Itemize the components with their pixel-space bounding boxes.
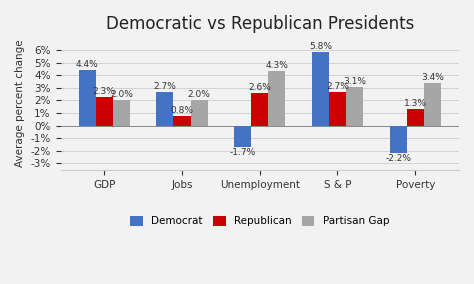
- Text: 2.7%: 2.7%: [154, 82, 176, 91]
- Bar: [251, 93, 268, 126]
- Bar: [346, 87, 363, 126]
- Bar: [407, 109, 424, 126]
- Text: -2.2%: -2.2%: [385, 154, 411, 163]
- Text: 3.1%: 3.1%: [343, 76, 366, 85]
- Text: 2.6%: 2.6%: [248, 83, 271, 92]
- Text: 2.7%: 2.7%: [326, 82, 349, 91]
- Text: 4.3%: 4.3%: [265, 61, 288, 70]
- Bar: [96, 97, 113, 126]
- Legend: Democrat, Republican, Partisan Gap: Democrat, Republican, Partisan Gap: [126, 212, 393, 231]
- Text: 1.3%: 1.3%: [404, 99, 427, 108]
- Text: 2.3%: 2.3%: [93, 87, 116, 96]
- Text: 5.8%: 5.8%: [309, 43, 332, 51]
- Title: Democratic vs Republican Presidents: Democratic vs Republican Presidents: [106, 15, 414, 33]
- Text: 3.4%: 3.4%: [421, 73, 444, 82]
- Text: 4.4%: 4.4%: [76, 60, 99, 69]
- Bar: [312, 53, 329, 126]
- Bar: [329, 91, 346, 126]
- Bar: [268, 71, 285, 126]
- Bar: [113, 101, 130, 126]
- Bar: [156, 91, 173, 126]
- Bar: [173, 116, 191, 126]
- Bar: [234, 126, 251, 147]
- Bar: [191, 101, 208, 126]
- Text: 0.8%: 0.8%: [171, 106, 193, 114]
- Y-axis label: Average percent change: Average percent change: [15, 40, 25, 167]
- Text: 2.0%: 2.0%: [110, 90, 133, 99]
- Text: -1.7%: -1.7%: [229, 148, 256, 157]
- Bar: [390, 126, 407, 153]
- Bar: [424, 83, 441, 126]
- Text: 2.0%: 2.0%: [188, 90, 210, 99]
- Bar: [79, 70, 96, 126]
